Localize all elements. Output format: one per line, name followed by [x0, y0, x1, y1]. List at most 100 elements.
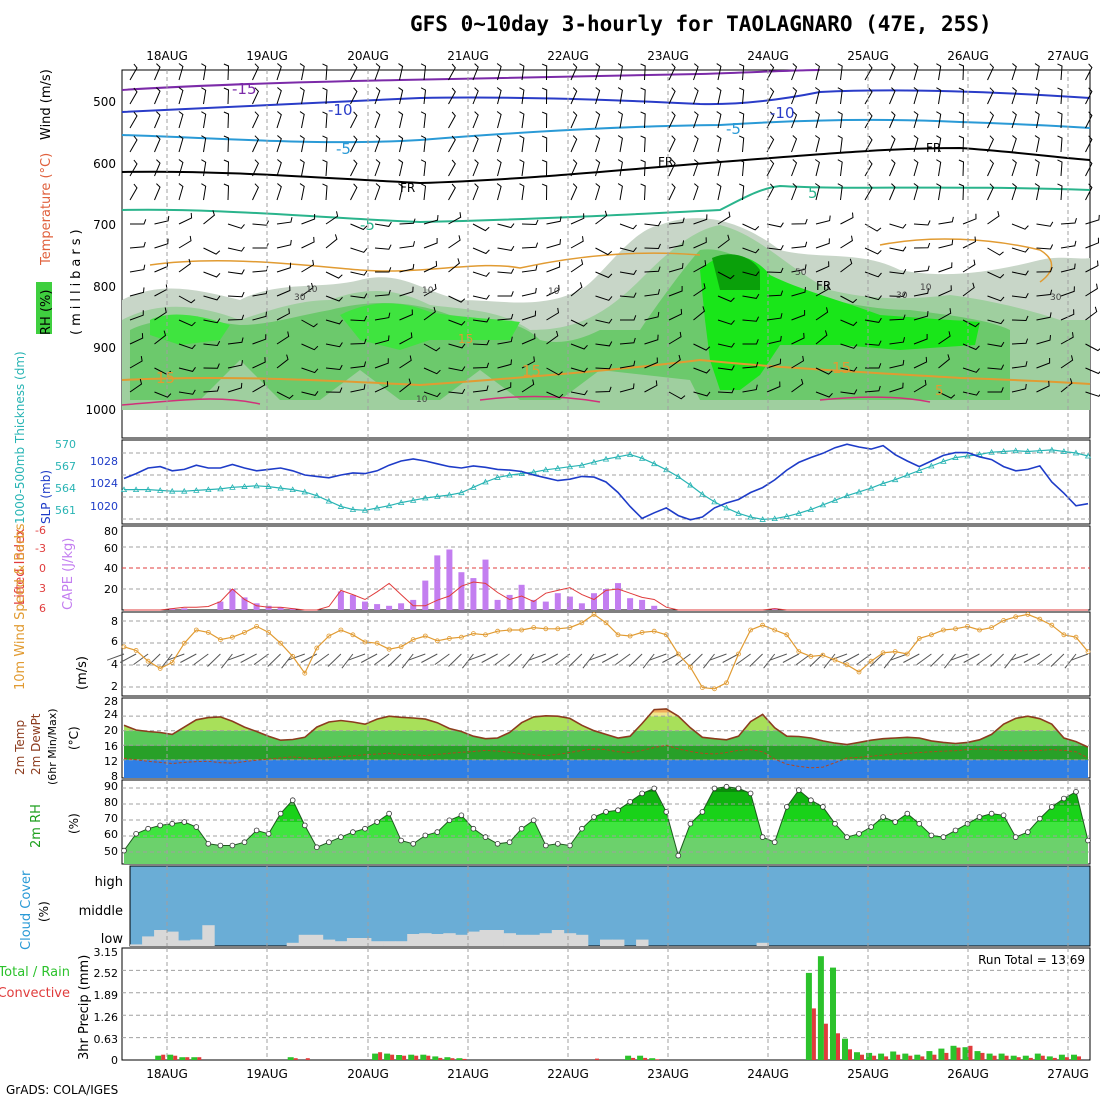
wind-barb: [815, 159, 820, 177]
wind-barb: [398, 135, 404, 153]
precip-tick-0: 0: [111, 1054, 118, 1067]
rh-point: [229, 842, 236, 849]
wind-barb: [1011, 270, 1029, 276]
wind-barb: [519, 135, 525, 153]
wind-barb: [322, 183, 328, 201]
thickness-point: [614, 453, 622, 460]
precip-conv-bar: [185, 1057, 190, 1060]
thickness-point: [397, 499, 405, 506]
wind-barb: [252, 334, 267, 345]
wind-barb: [570, 87, 578, 105]
cape-bar: [771, 608, 778, 610]
wind-barb: [668, 183, 676, 201]
wind10-barb: [287, 653, 305, 661]
wind-barb: [276, 111, 282, 129]
thickness-point: [301, 488, 308, 495]
wind-barb: [276, 285, 291, 297]
wind-barb: [1085, 283, 1098, 297]
wind-barb: [398, 159, 404, 177]
wind-barb: [420, 111, 427, 129]
wind-barb: [129, 287, 145, 297]
wind-barb: [1034, 135, 1040, 153]
rh-point: [892, 819, 898, 825]
wind-point: [760, 622, 765, 628]
rh-point: [205, 840, 212, 847]
cloud-low-bar: [443, 933, 456, 946]
temp-tick-8: 8: [111, 770, 118, 783]
cloud-low-bar: [612, 939, 625, 946]
wind-barb: [962, 282, 975, 297]
wind10-barb: [662, 653, 679, 663]
wind-barb: [815, 307, 829, 321]
wind10-barb: [883, 653, 896, 669]
dewpoint-series: [123, 744, 1089, 769]
label-fr-d: FR: [816, 279, 831, 293]
wind10-barb: [434, 653, 450, 666]
date-label-top: 18AUG: [146, 49, 188, 63]
precip-tick-126: 1.26: [94, 1011, 119, 1024]
minmax-label: (6hr Min/Max): [46, 708, 59, 785]
wind-barb: [472, 339, 490, 346]
wind-barb: [178, 111, 184, 129]
wind-barb: [766, 159, 775, 177]
wind-barb: [546, 284, 560, 297]
wind-barb: [938, 239, 954, 249]
wind-barb: [693, 367, 711, 374]
wind-barb: [570, 111, 578, 129]
wind-barb: [962, 259, 976, 273]
wind-barb: [595, 87, 601, 105]
wind-barb: [938, 262, 953, 273]
wind-point: [736, 651, 741, 657]
rh-point: [482, 834, 489, 840]
wind-barb: [693, 283, 706, 297]
thickness-point: [1060, 448, 1068, 454]
rh-point: [687, 820, 694, 827]
precip-total-bar: [372, 1053, 379, 1060]
precip-conv-bar: [932, 1054, 937, 1060]
cape-bar: [627, 598, 634, 610]
wind-barb: [913, 111, 919, 129]
wind10-barb: [709, 653, 727, 661]
wind-barb: [837, 63, 843, 81]
wind-barb: [640, 183, 646, 201]
wind-point: [989, 625, 994, 630]
wind-barb: [864, 385, 881, 393]
precip-axis: 3.15 2.52 1.89 1.26 0.63 0: [94, 946, 119, 1067]
wind10-barb: [327, 653, 342, 667]
wind-barb: [717, 234, 730, 249]
wind-barb: [840, 343, 858, 349]
wind-barb: [913, 242, 931, 249]
thickness-point: [940, 458, 947, 464]
precip-conv-bar: [968, 1045, 973, 1060]
label-fr-a: FR: [400, 181, 415, 195]
cape-bar: [181, 608, 188, 610]
wind-barb: [766, 111, 775, 129]
wind-barb: [178, 235, 192, 249]
wind10-barb: [568, 653, 583, 667]
wind-barb: [519, 111, 525, 129]
wind-point: [784, 632, 790, 638]
wind-barb: [716, 63, 722, 81]
wind10-barb: [749, 653, 763, 667]
precip-conv-bar: [920, 1056, 925, 1060]
wind-barb: [791, 378, 804, 393]
wind-barb: [1034, 63, 1040, 81]
precip-conv-bar: [908, 1055, 913, 1060]
millibars-axis-label: (millibars): [69, 225, 84, 335]
wind10-barb: [253, 653, 269, 666]
precip-conv-bar: [426, 1055, 431, 1060]
wind-barb: [619, 247, 637, 253]
wind-barb: [276, 262, 292, 273]
wind-barb: [987, 183, 994, 201]
wind-barb: [936, 159, 942, 177]
wind-barb: [864, 340, 882, 346]
wind-point: [410, 637, 416, 642]
precip-conv-bar: [992, 1055, 997, 1060]
wind-point: [1061, 632, 1067, 638]
thickness-point: [843, 492, 851, 499]
temp2m-gridlines: [122, 715, 1090, 761]
wind10-barb: [950, 653, 968, 661]
wind-barb: [962, 213, 977, 225]
rh-point: [145, 825, 151, 832]
wind-barb: [570, 63, 578, 81]
